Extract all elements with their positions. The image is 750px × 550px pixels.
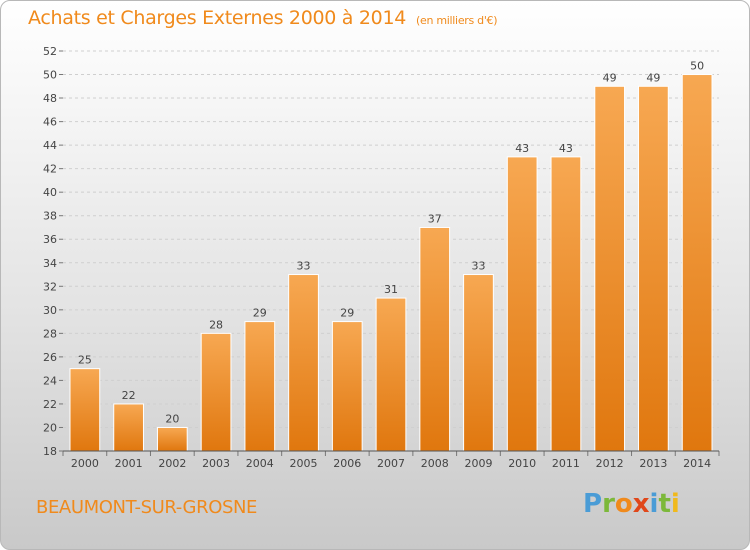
bar-2003 — [200, 332, 232, 452]
y-tick-label: 26 — [43, 351, 57, 364]
y-tick-label: 22 — [43, 398, 57, 411]
bar-2004 — [244, 321, 276, 452]
bar-2001 — [113, 403, 144, 452]
bar-value-label: 20 — [165, 412, 179, 425]
bar-2007 — [375, 297, 407, 452]
y-tick-label: 30 — [43, 304, 57, 317]
x-tick-label: 2011 — [552, 457, 580, 470]
x-tick-label: 2002 — [158, 457, 186, 470]
bar-2009 — [463, 274, 494, 452]
x-tick-label: 2001 — [115, 457, 143, 470]
x-tick-label: 2010 — [508, 457, 536, 470]
y-tick-label: 52 — [43, 45, 57, 58]
bar-2014 — [681, 74, 713, 452]
bar-value-label: 43 — [559, 142, 573, 155]
bar-2005 — [288, 274, 319, 452]
y-axis-ticks: 18 20 22 24 26 28 30 32 34 36 38 40 42 44 46 48 50 52 — [43, 45, 63, 458]
bar-2012 — [594, 85, 626, 452]
bar-value-label: 50 — [690, 60, 704, 73]
x-tick-label: 2000 — [71, 457, 99, 470]
bar-value-label: 29 — [340, 307, 354, 320]
y-tick-label: 34 — [43, 257, 57, 270]
bar-value-label: 37 — [428, 212, 442, 225]
y-tick-label: 48 — [43, 92, 57, 105]
y-tick-label: 32 — [43, 280, 57, 293]
bars: 25 22 20 28 29 33 29 31 37 33 43 43 49 49 50 — [69, 60, 713, 452]
bar-value-label: 31 — [384, 283, 398, 296]
y-tick-label: 46 — [43, 116, 57, 129]
x-tick-label: 2006 — [333, 457, 361, 470]
bar-2006 — [331, 321, 363, 452]
y-tick-label: 50 — [43, 69, 57, 82]
x-tick-label: 2008 — [421, 457, 449, 470]
bar-value-label: 33 — [297, 260, 311, 273]
bar-value-label: 49 — [646, 71, 660, 84]
bar-2013 — [638, 85, 669, 452]
x-tick-label: 2014 — [683, 457, 711, 470]
commune-name: BEAUMONT-SUR-GROSNE — [36, 497, 258, 518]
x-tick-label: 2013 — [639, 457, 667, 470]
bar-value-label: 22 — [122, 389, 136, 402]
bar-2002 — [156, 426, 188, 452]
x-axis-ticks: 2000 2001 2002 2003 2004 2005 2006 2007 2008 2009… — [62, 451, 720, 470]
x-tick-label: 2003 — [202, 457, 230, 470]
bar-value-label: 43 — [515, 142, 529, 155]
y-tick-label: 24 — [43, 374, 57, 387]
x-tick-label: 2004 — [246, 457, 274, 470]
y-tick-label: 36 — [43, 233, 57, 246]
y-tick-label: 44 — [43, 139, 57, 152]
bar-2000 — [69, 368, 101, 452]
y-tick-label: 40 — [43, 186, 57, 199]
x-tick-label: 2007 — [377, 457, 405, 470]
chart-title: Achats et Charges Externes 2000 à 2014 (e… — [28, 7, 498, 29]
y-tick-label: 42 — [43, 163, 57, 176]
y-tick-label: 28 — [43, 327, 57, 340]
x-tick-label: 2005 — [290, 457, 318, 470]
chart-unit: (en milliers d'€) — [416, 14, 498, 27]
bar-value-label: 28 — [209, 318, 223, 331]
y-tick-label: 38 — [43, 210, 57, 223]
y-tick-label: 18 — [43, 445, 57, 458]
bar-value-label: 25 — [78, 354, 92, 367]
y-tick-label: 20 — [43, 421, 57, 434]
x-tick-label: 2009 — [464, 457, 492, 470]
bar-value-label: 33 — [471, 260, 485, 273]
bar-2010 — [506, 156, 538, 452]
bar-value-label: 29 — [253, 307, 267, 320]
x-tick-label: 2012 — [596, 457, 624, 470]
bar-2011 — [550, 156, 582, 452]
proxiti-logo: Proxiti — [583, 489, 680, 519]
bar-value-label: 49 — [603, 71, 617, 84]
chart-title-text: Achats et Charges Externes 2000 à 2014 — [28, 7, 407, 29]
bar-2008 — [419, 226, 451, 452]
